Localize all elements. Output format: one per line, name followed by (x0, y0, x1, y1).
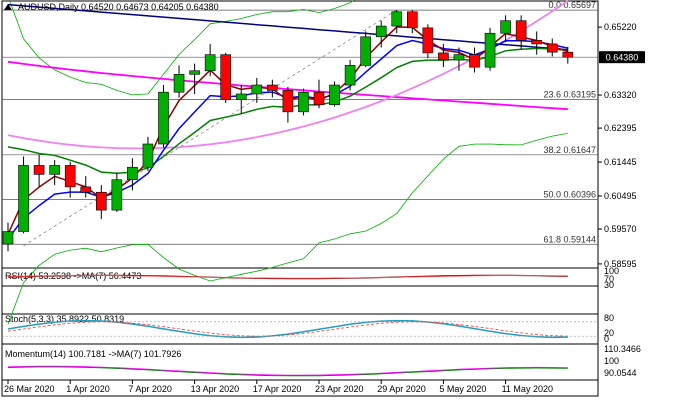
date-tick-label: 23 Apr 2020 (315, 384, 364, 394)
candle-body (546, 43, 558, 53)
stoch-tick-label: 0 (604, 334, 609, 344)
stoch-tick-label: 80 (604, 313, 614, 323)
candle-body (235, 93, 247, 100)
candle-body (329, 84, 340, 105)
candle-body (422, 27, 434, 54)
triangle-icon (4, 4, 12, 10)
candle-body (49, 165, 60, 175)
stoch-d-line (7, 321, 568, 337)
ma-blue (7, 39, 568, 240)
date-tick-label: 29 Apr 2020 (377, 384, 426, 394)
symbol-label: AUDUSD,Daily (18, 2, 79, 12)
candle-body (344, 65, 356, 86)
candle-body (531, 40, 543, 45)
date-tick-label: 5 May 2020 (439, 384, 486, 394)
fib-label-1: 23.6 0.63195 (543, 90, 596, 100)
candle-body (406, 11, 418, 29)
candle-body (189, 70, 200, 75)
current-price-label: 0.64380 (606, 53, 639, 63)
date-tick-label: 17 Apr 2020 (253, 384, 302, 394)
candle-body (64, 165, 76, 188)
fib-label-2: 38.2 0.61647 (543, 145, 596, 155)
candle-body (111, 179, 123, 211)
candle-body (360, 36, 371, 66)
momentum-tick-label: 90.0544 (604, 368, 637, 378)
momentum-tick-label: 100 (604, 356, 619, 366)
price-tick-label: 0.60495 (604, 191, 637, 201)
price-tick-label: 0.62395 (604, 123, 637, 133)
price-tick-label: 0.58595 (604, 259, 637, 269)
stoch-k-line (7, 319, 568, 339)
fib-label-3: 50.0 0.60396 (543, 190, 596, 200)
rsi-tick-label: 70 (604, 274, 614, 284)
candle-body (33, 165, 45, 175)
candle-body (515, 20, 527, 41)
candle-body (298, 91, 309, 113)
bollinger-lower (7, 133, 568, 325)
price-tick-label: 0.65220 (604, 22, 637, 32)
ma-navy (7, 3, 568, 51)
candle-body (220, 54, 231, 100)
candle-body (80, 186, 92, 193)
rsi-tick-label: 30 (604, 280, 614, 290)
date-tick-label: 26 Mar 2020 (4, 384, 55, 394)
candle-body (313, 91, 325, 105)
ohlc-values: 0.64520 0.64673 0.64205 0.64380 (81, 2, 219, 12)
rsi-tick-label: 100 (604, 266, 619, 276)
candle-body (173, 74, 185, 93)
candle-body (375, 25, 387, 38)
candle-body (158, 91, 169, 145)
bollinger-upper (8, 0, 356, 96)
candle-body (484, 32, 496, 68)
candle-body (391, 11, 403, 27)
date-tick-label: 1 Apr 2020 (66, 384, 110, 394)
momentum-label: Momentum(14) 100.7181 ->MA(7) 101.7926 (5, 349, 181, 359)
stoch-tick-label: 20 (604, 328, 614, 338)
date-tick-label: 11 May 2020 (502, 384, 553, 394)
stoch-label: Stoch(5,3,3) 35.8922 50.8319 (5, 314, 124, 324)
fib-trendline (23, 9, 397, 247)
chart-header: AUDUSD,Daily 0.64520 0.64673 0.64205 0.6… (4, 2, 219, 12)
fib-label-4: 61.8 0.59144 (543, 234, 596, 244)
candle-body (2, 231, 14, 245)
candle-body (127, 166, 138, 181)
candle-body (204, 54, 216, 72)
price-tick-label: 0.63320 (604, 90, 637, 100)
momentum-ma-line (7, 365, 568, 376)
current-price-tag (599, 51, 645, 64)
candle-body (282, 90, 294, 113)
candle-body (142, 143, 154, 168)
candle-body (96, 191, 107, 211)
candle-body (18, 165, 29, 232)
candle-body (469, 54, 480, 68)
momentum-tick-label: 110.3466 (604, 344, 641, 354)
price-tick-label: 0.59570 (604, 224, 637, 234)
ma-pink (7, 0, 569, 150)
candle-body (251, 84, 263, 95)
plot-frame (1, 0, 599, 397)
date-tick-label: 7 Apr 2020 (128, 384, 172, 394)
date-tick-label: 13 Apr 2020 (191, 384, 240, 394)
candle-body (453, 54, 465, 61)
rsi-ma-line (7, 274, 568, 279)
fib-label-0: 0.0 0.65697 (548, 0, 596, 10)
price-tick-label: 0.61445 (604, 157, 637, 167)
momentum-line (7, 366, 568, 377)
candle-body (500, 20, 511, 34)
candle-body (562, 51, 574, 58)
candle-body (438, 52, 449, 61)
candle-body (267, 84, 278, 91)
